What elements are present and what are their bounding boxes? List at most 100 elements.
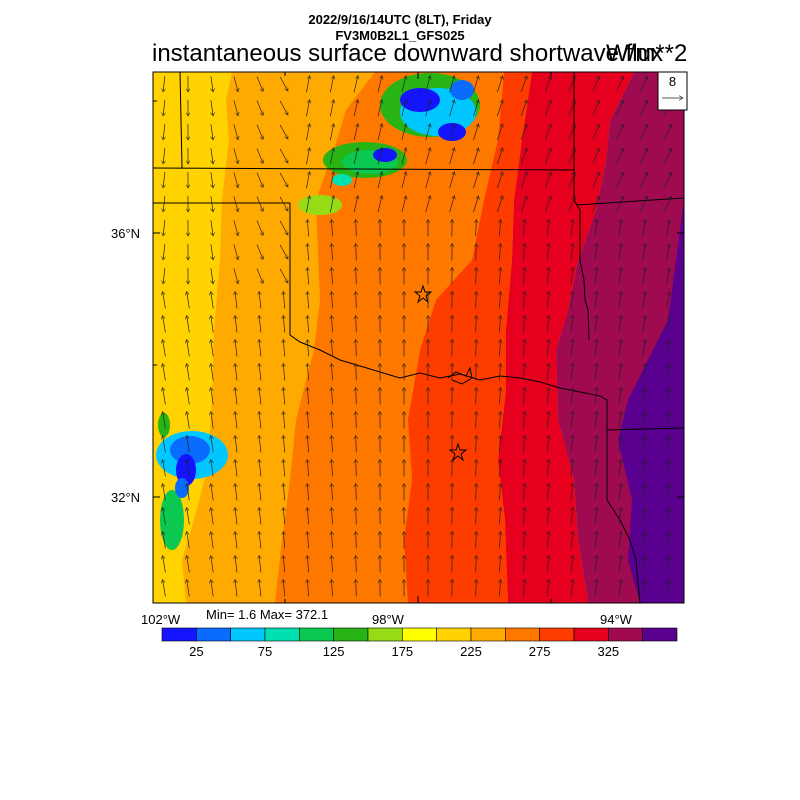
wind-vector [235,556,237,573]
wind-vector [211,412,214,429]
wind-vector [568,100,575,117]
wind-vector [666,268,670,285]
wind-vector [616,148,624,164]
wind-vector [568,76,575,93]
wind-vector [283,436,285,453]
wind-vector [523,364,524,381]
wind-vector [163,364,166,381]
colorbar-label: 75 [257,644,273,659]
wind-vector [235,412,237,429]
colorbar-swatch [299,627,334,642]
wind-vector [547,508,548,525]
wind-vector [401,196,406,213]
wind-vector [476,244,477,261]
wind-vector [307,532,308,549]
wind-vector [520,172,527,189]
wind-vector [595,220,597,237]
wind-vector [307,580,308,597]
wind-vector [279,172,288,187]
wind-vector [332,556,333,573]
wind-vector [666,340,670,357]
wind-vector [163,436,166,453]
wind-vector [616,124,624,140]
wind-vector [307,268,308,285]
wind-vector [235,460,237,477]
wind-vector [211,268,213,284]
wind-vector [523,316,524,333]
wind-vector [571,316,573,333]
wind-vector [211,292,214,309]
wind-vector [187,556,190,573]
wind-vector [211,148,213,164]
wind-vector [666,244,670,261]
wind-vector [449,196,455,213]
vector-reference-box [657,71,688,111]
wind-vector [329,172,333,189]
wind-vector [163,196,165,212]
wind-vector [500,484,501,501]
wind-vector [425,148,431,165]
wind-vector [306,196,309,213]
vector-reference-value: 8 [668,74,677,89]
wind-vector [500,244,501,261]
wind-vector [642,580,646,597]
wind-vector [307,244,308,261]
wind-vector [618,316,621,333]
wind-vector [283,364,285,381]
wind-vector [233,100,238,115]
wind-vector [544,172,551,189]
wind-vector [211,220,213,236]
wind-vector [616,172,624,188]
wind-vector [500,340,501,357]
wind-vector [476,292,477,309]
wind-vector [259,364,261,381]
wind-vector [642,436,646,453]
wind-vector [476,316,477,333]
wind-vector [163,148,165,164]
wind-vector [618,340,621,357]
wind-vector [377,76,382,93]
wind-vector [233,172,238,187]
wind-vector [640,196,648,212]
wind-vector [279,196,288,211]
wind-vector [568,196,575,213]
wind-vector [235,508,237,525]
wind-vector [187,532,190,549]
wind-vector [279,100,288,115]
wind-vector [568,172,575,189]
wind-vector [283,316,285,333]
wind-vector [595,244,597,261]
wind-vector [306,100,309,117]
wind-vector [618,388,621,405]
wind-vector [473,76,479,93]
lon-label-102w: 102°W [141,612,181,627]
wind-vector [163,100,165,116]
wind-vector [163,244,165,260]
wind-vector [356,388,357,405]
wind-vector [235,436,237,453]
wind-vector [523,460,524,477]
wind-vector [666,364,670,381]
wind-vector [187,460,190,477]
field-band-350 [618,200,684,603]
wind-vector [377,148,382,165]
wind-vector [523,244,524,261]
wind-vector [332,580,333,597]
wind-vector [547,412,548,429]
wind-vector [256,148,263,164]
wind-vector [616,76,624,92]
wind-vector [211,580,214,597]
wind-vector [307,484,308,501]
wind-vector [235,364,237,381]
wind-vector [666,388,670,405]
colorbar-swatch [264,627,300,642]
wind-vector [163,556,166,573]
wind-vector [356,460,357,477]
wind-vector [356,412,357,429]
wind-vector [618,532,621,549]
wind-vector [523,292,524,309]
wind-vector [666,412,670,429]
wind-vector [642,316,646,333]
wind-vector [332,244,333,261]
wind-vector [544,76,551,93]
